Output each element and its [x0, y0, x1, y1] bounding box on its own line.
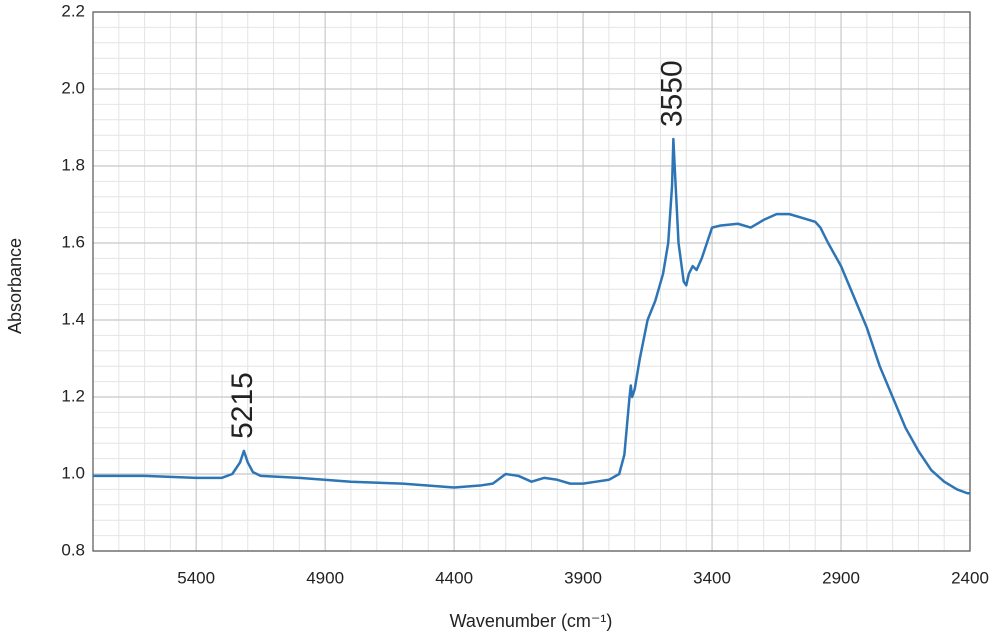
- x-tick-label: 4900: [306, 568, 344, 587]
- x-tick-label: 2900: [822, 568, 860, 587]
- peak-annotation: 5215: [226, 372, 259, 439]
- x-tick-label: 3900: [564, 568, 602, 587]
- y-tick-label: 2.0: [61, 78, 85, 97]
- x-tick-label: 2400: [951, 568, 989, 587]
- y-tick-label: 1.4: [61, 309, 85, 328]
- spectrum-line: [93, 137, 970, 495]
- x-tick-label: 4400: [435, 568, 473, 587]
- y-tick-label: 1.8: [61, 155, 85, 174]
- y-tick-label: 1.0: [61, 463, 85, 482]
- x-tick-label: 5400: [177, 568, 215, 587]
- y-tick-label: 1.6: [61, 232, 85, 251]
- x-tick-label: 3400: [693, 568, 731, 587]
- y-axis-title: Absorbance: [5, 238, 25, 334]
- y-tick-label: 2.2: [61, 1, 85, 20]
- peak-annotation: 3550: [655, 60, 688, 127]
- y-tick-label: 1.2: [61, 386, 85, 405]
- y-tick-label: 0.8: [61, 540, 85, 559]
- x-axis-title: Wavenumber (cm⁻¹): [450, 611, 613, 631]
- plot-frame: [92, 11, 971, 552]
